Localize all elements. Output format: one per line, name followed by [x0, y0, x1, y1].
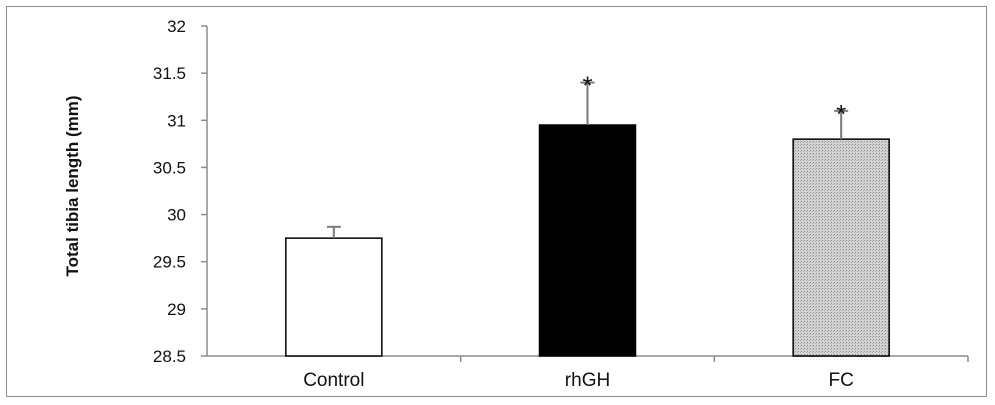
y-tick-label: 31.5: [153, 64, 186, 83]
y-tick-label: 29: [167, 300, 186, 319]
category-label-rhgh: rhGH: [565, 370, 610, 391]
y-tick-label: 30: [167, 206, 186, 225]
y-tick-label: 31: [167, 111, 186, 130]
error-bars: **: [326, 71, 849, 239]
y-tick-label: 29.5: [153, 253, 186, 272]
bar-control: [285, 237, 383, 357]
bar-fc: [792, 138, 890, 357]
category-labels: Control rhGH FC: [303, 370, 854, 391]
bar-rhgh: [538, 124, 637, 357]
y-tick-label: 32: [167, 17, 186, 36]
y-ticks: 28.5 29 29.5 30 30.5 31 31.5 32: [153, 17, 207, 366]
y-tick-label: 28.5: [153, 347, 186, 366]
category-label-control: Control: [303, 370, 364, 391]
y-axis-title: Total tibia length (mm): [63, 95, 82, 276]
bars: [285, 124, 890, 357]
significance-marker: *: [836, 99, 846, 129]
category-label-fc: FC: [829, 370, 854, 391]
significance-marker: *: [582, 71, 592, 101]
y-tick-label: 30.5: [153, 158, 186, 177]
